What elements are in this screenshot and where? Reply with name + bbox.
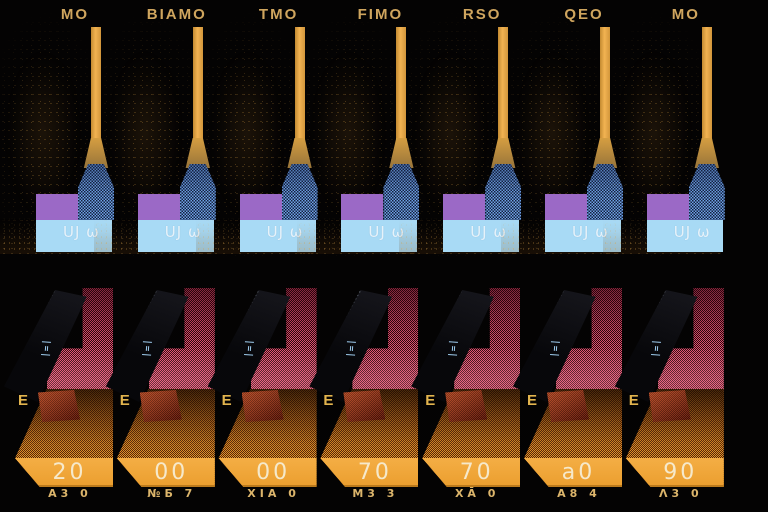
bottom-panel: |=| 70 E M3 3	[305, 256, 419, 512]
panel-title: MO	[60, 6, 90, 23]
orange-bar	[600, 27, 610, 141]
amber-strip: 00	[218, 458, 317, 487]
dark-red-cube	[241, 390, 284, 422]
orange-bar	[498, 27, 509, 141]
panel-title: BIAMO	[146, 6, 207, 23]
bottom-panel: |=| 00 E XIA 0	[204, 256, 317, 512]
top-panel: UJ ω BIAMO	[93, 0, 216, 256]
dark-red-cube	[648, 390, 691, 422]
panel-code: A8 4	[557, 487, 601, 500]
amber-strip: 90	[625, 458, 724, 487]
box-glyphs: UJ ω	[266, 223, 304, 241]
panel-number: a0	[561, 460, 596, 485]
e-label: E	[119, 392, 130, 409]
box-glyphs: UJ ω	[368, 223, 406, 241]
box-glyphs: UJ ω	[63, 223, 100, 241]
slab-glyphs: |=|	[446, 338, 459, 359]
panel-title: FIMO	[357, 6, 404, 23]
orange-bar	[294, 27, 305, 141]
panel-number: 00	[154, 460, 189, 485]
e-label: E	[221, 392, 232, 409]
panel-code: №Б 7	[147, 487, 197, 500]
purple-block	[646, 194, 689, 220]
purple-block	[545, 194, 587, 220]
amber-strip: 00	[116, 458, 215, 487]
panel-number: 20	[52, 460, 87, 485]
dark-red-cube	[38, 390, 80, 422]
e-label: E	[628, 392, 639, 409]
slab-glyphs: |=|	[141, 338, 153, 359]
panel-title: MO	[671, 6, 700, 23]
dark-red-cube	[343, 390, 386, 422]
top-panel: UJ ω FIMO	[297, 0, 420, 256]
amber-strip: 20	[14, 458, 113, 487]
box-glyphs: UJ ω	[572, 223, 609, 241]
panel-title: QEO	[564, 6, 604, 23]
top-panel: UJ ω TMO	[195, 0, 318, 256]
bottom-panel: |=| a0 E A8 4	[509, 256, 622, 512]
panel-title: RSO	[462, 6, 502, 23]
orange-bar	[396, 27, 407, 141]
bottom-panel: |=| 90 E Λ3 0	[611, 256, 724, 512]
slab-glyphs: |=|	[243, 338, 255, 359]
top-panel: UJ ω RSO	[399, 0, 522, 256]
e-label: E	[323, 392, 334, 409]
orange-bar	[192, 27, 203, 141]
panel-code: XĀ 0	[454, 487, 500, 500]
panel-number: 70	[459, 460, 494, 485]
purple-block	[36, 194, 78, 220]
orange-bar	[701, 27, 712, 141]
amber-strip: 70	[320, 458, 419, 487]
bottom-panel: |=| 00 E №Б 7	[102, 256, 215, 512]
e-label: E	[18, 392, 29, 409]
e-label: E	[425, 392, 436, 409]
slab-glyphs: |=|	[345, 338, 357, 359]
slab-glyphs: |=|	[650, 338, 662, 359]
purple-block	[341, 194, 384, 220]
dark-red-cube	[445, 390, 488, 422]
panel-number: 90	[663, 460, 698, 485]
box-glyphs: UJ ω	[470, 223, 507, 241]
panel-code: XIA 0	[247, 487, 300, 500]
box-glyphs: UJ ω	[673, 223, 711, 241]
slab-glyphs: |=|	[548, 338, 560, 359]
e-label: E	[527, 392, 538, 409]
top-panel: UJ ω QEO	[501, 0, 623, 256]
slab-glyphs: |=|	[39, 338, 51, 359]
bottom-panel: |=| 20 E A3 0	[0, 256, 113, 512]
panel-code: A3 0	[48, 487, 92, 500]
dark-red-cube	[547, 390, 589, 422]
orange-bar	[91, 27, 101, 141]
panel-number: 70	[357, 460, 392, 485]
top-panel: UJ ω MO	[0, 0, 114, 256]
panel-code: M3 3	[352, 487, 399, 500]
top-panel: UJ ω MO	[602, 0, 725, 256]
amber-strip: a0	[523, 458, 622, 487]
purple-block	[443, 194, 486, 220]
panel-number: 00	[256, 460, 291, 485]
light-blue-box: UJ ω	[646, 220, 723, 252]
panel-title: TMO	[258, 6, 299, 23]
purple-block	[239, 194, 282, 220]
dark-red-cube	[139, 390, 182, 422]
purple-block	[137, 194, 180, 220]
panel-code: Λ3 0	[658, 487, 703, 500]
box-glyphs: UJ ω	[164, 223, 202, 241]
bottom-panel: |=| 70 E XĀ 0	[407, 256, 521, 512]
amber-strip: 70	[422, 458, 521, 487]
